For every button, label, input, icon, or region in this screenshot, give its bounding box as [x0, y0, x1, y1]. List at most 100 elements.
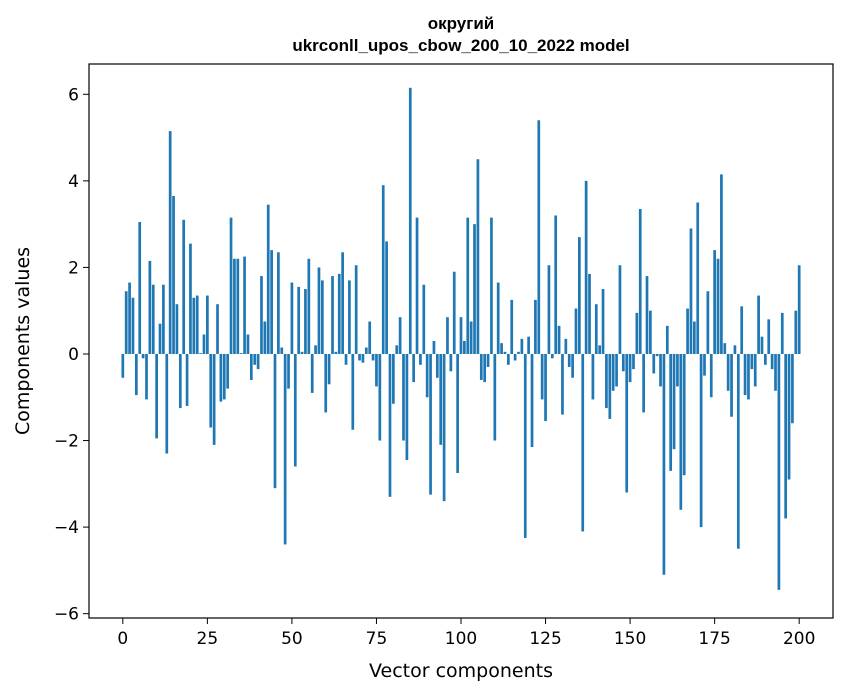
x-tick-label: 150	[614, 629, 646, 649]
bar	[260, 276, 263, 354]
bar	[442, 353, 446, 502]
plot-frame	[88, 63, 834, 619]
bar	[753, 353, 757, 387]
bar	[337, 273, 341, 354]
bar	[703, 353, 706, 376]
bar	[310, 353, 314, 393]
bar	[635, 312, 639, 354]
bar	[415, 217, 419, 354]
bar	[189, 243, 192, 354]
bar	[446, 317, 449, 354]
bar	[307, 258, 311, 354]
x-tick-label: 25	[197, 629, 219, 649]
bar	[155, 353, 158, 439]
bar	[540, 353, 544, 400]
bar	[469, 321, 473, 354]
bar	[229, 217, 233, 354]
bar	[378, 353, 382, 441]
bar	[672, 353, 676, 450]
bar	[151, 284, 155, 354]
bar	[212, 353, 216, 445]
bar	[304, 289, 307, 354]
bar	[537, 120, 541, 354]
bar	[506, 353, 510, 365]
bar	[368, 321, 372, 354]
bar	[574, 308, 578, 354]
bar	[709, 353, 713, 398]
bar	[682, 353, 686, 476]
bar	[398, 317, 402, 354]
bar	[402, 353, 405, 441]
bar	[317, 267, 321, 354]
x-tick-label: 125	[529, 629, 561, 649]
bar	[547, 265, 551, 354]
bar	[716, 258, 720, 354]
bar	[435, 353, 439, 378]
bar	[219, 353, 223, 402]
bar	[686, 308, 689, 354]
bar	[581, 353, 585, 532]
bar	[740, 306, 744, 354]
bar	[598, 345, 602, 354]
bar	[774, 353, 777, 391]
bar	[618, 265, 622, 354]
chart-title: округий	[428, 14, 495, 33]
bar	[432, 341, 436, 354]
bar	[192, 297, 196, 354]
bar	[388, 353, 392, 497]
bar	[209, 353, 213, 428]
bar	[412, 353, 416, 383]
bar	[483, 353, 487, 383]
bar	[669, 353, 673, 471]
x-tick-label: 200	[783, 629, 815, 649]
bar	[165, 353, 169, 454]
bar	[797, 265, 801, 354]
bar	[605, 353, 608, 409]
x-axis-label: Vector components	[369, 660, 553, 682]
y-tick-label: 0	[68, 345, 79, 365]
bar	[348, 280, 351, 354]
bar	[439, 353, 443, 445]
bar	[601, 289, 605, 354]
y-axis-label: Components values	[12, 247, 34, 435]
bar	[358, 353, 361, 361]
bar	[287, 353, 290, 389]
bar	[720, 174, 723, 354]
bar	[422, 284, 426, 354]
bar	[456, 353, 459, 473]
bar	[517, 351, 520, 354]
bar	[588, 273, 591, 354]
bar	[371, 353, 375, 361]
bar	[544, 353, 547, 422]
bar	[182, 219, 186, 354]
bar	[233, 258, 236, 354]
bar	[730, 353, 733, 417]
bar	[527, 336, 530, 354]
bar	[787, 353, 791, 480]
bar	[486, 353, 490, 367]
bar	[692, 321, 696, 354]
bar	[767, 319, 771, 354]
bar	[611, 353, 615, 391]
bar	[408, 87, 412, 354]
bar	[625, 353, 629, 493]
bar	[736, 353, 740, 549]
bar	[750, 353, 754, 370]
bar	[131, 297, 135, 354]
bar	[297, 286, 301, 354]
x-tick-label: 175	[698, 629, 730, 649]
bar	[679, 353, 683, 510]
bar	[141, 353, 145, 359]
bar	[463, 341, 466, 354]
bar	[364, 347, 368, 354]
bar	[314, 345, 317, 354]
bar	[615, 353, 618, 387]
bar	[571, 353, 574, 378]
bar	[178, 353, 182, 409]
bar	[293, 353, 297, 467]
bar	[550, 353, 554, 359]
bar	[760, 336, 764, 354]
bar	[138, 221, 142, 354]
